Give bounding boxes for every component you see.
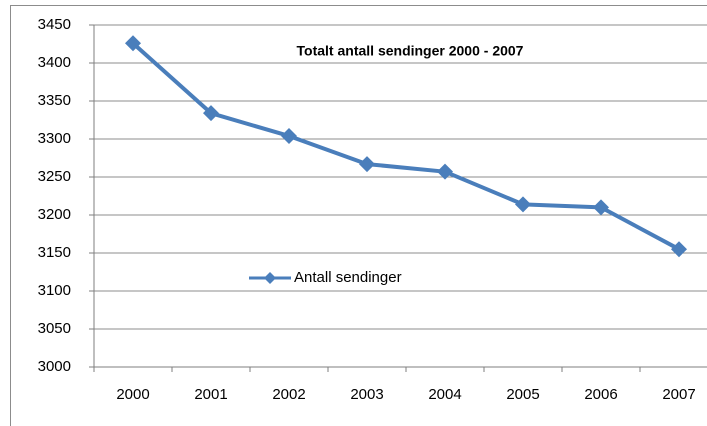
x-tick-label: 2001 [194,386,227,403]
x-tick-label: 2000 [116,386,149,403]
y-tick-label: 3450 [38,16,71,33]
y-tick-label: 3400 [38,54,71,71]
x-tick-label: 2007 [662,386,695,403]
y-tick-label: 3150 [38,244,71,261]
y-tick-label: 3250 [38,168,71,185]
x-tick-label: 2002 [272,386,305,403]
y-tick-label: 3000 [38,358,71,375]
marker [671,241,687,258]
marker [281,127,297,144]
x-tick-label: 2005 [506,386,539,403]
marker [359,156,375,173]
legend-marker [264,272,276,284]
x-tick-label: 2004 [428,386,461,403]
y-tick-label: 3100 [38,282,71,299]
chart-border [10,5,707,426]
x-tick-label: 2003 [350,386,383,403]
y-tick-label: 3050 [38,320,71,337]
y-tick-label: 3300 [38,130,71,147]
chart-title: Totalt antall sendinger 2000 - 2007 [297,43,524,59]
x-tick-label: 2006 [584,386,617,403]
y-tick-label: 3350 [38,92,71,109]
line [131,41,680,251]
marker [515,196,531,213]
y-tick-label: 3200 [38,206,71,223]
marker [125,35,141,52]
marker [437,163,453,180]
marker [593,199,609,216]
legend-label: Antall sendinger [294,269,402,286]
marker [203,105,219,122]
